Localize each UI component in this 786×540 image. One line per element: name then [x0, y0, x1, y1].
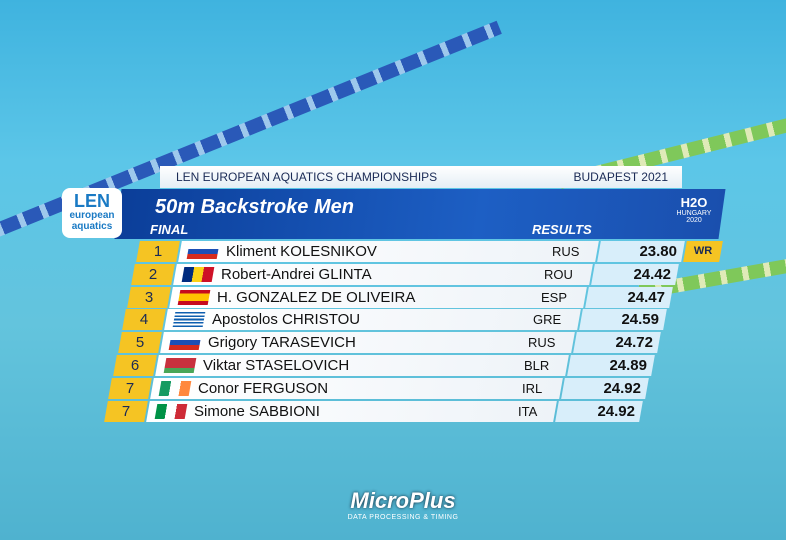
- result-row: 1 Kliment KOLESNIKOV RUS 23.80 WR: [136, 241, 723, 262]
- athlete-name: Simone SABBIONI: [193, 402, 320, 420]
- badge-country: HUNGARY: [676, 210, 712, 217]
- time: 24.42: [633, 265, 671, 283]
- nation: GRE: [532, 312, 561, 328]
- nation: BLR: [523, 358, 549, 373]
- time-cell: 23.80: [597, 241, 685, 262]
- rank: 7: [108, 377, 153, 399]
- flag: [163, 358, 197, 373]
- rank-text: 1: [153, 243, 163, 260]
- athlete-name: Grigory TARASEVICH: [207, 334, 356, 352]
- header-strip: LEN EUROPEAN AQUATICS CHAMPIONSHIPS BUDA…: [160, 166, 682, 188]
- result-row: 4 Apostolos CHRISTOU GRE 24.59: [122, 309, 667, 331]
- time: 24.92: [597, 402, 635, 420]
- sponsor: MicroPlus DATA PROCESSING & TIMING: [338, 488, 468, 521]
- result-row: 6 Viktar STASELOVICH BLR 24.89: [113, 355, 655, 376]
- time-cell: 24.92: [555, 400, 643, 422]
- logo: LEN european aquatics: [62, 188, 122, 238]
- flag: [159, 380, 192, 396]
- race-title: 50m Backstroke Men: [155, 196, 354, 218]
- time: 24.72: [615, 334, 653, 352]
- rank-text: 2: [149, 265, 158, 283]
- logo-sub: european: [69, 210, 115, 221]
- athlete-cell: Conor FERGUSON IRL: [150, 377, 563, 399]
- athlete-name: H. GONZALEZ DE OLIVEIRA: [216, 288, 416, 306]
- nation: ESP: [540, 289, 567, 305]
- logo-sub: aquatics: [71, 221, 113, 232]
- rank-text: 5: [135, 334, 144, 352]
- nation: IRL: [522, 380, 543, 396]
- flag: [186, 244, 220, 259]
- nation: ROU: [544, 266, 573, 282]
- athlete-cell: Robert-Andrei GLINTA ROU: [173, 263, 593, 285]
- time: 23.80: [639, 243, 677, 260]
- result-row: 5 Grigory TARASEVICH RUS 24.72: [117, 332, 661, 354]
- location: BUDAPEST 2021: [573, 170, 669, 184]
- rank: 7: [103, 400, 148, 422]
- flag: [168, 335, 201, 351]
- time: 24.47: [627, 288, 665, 306]
- nation: RUS: [527, 335, 555, 351]
- athlete-cell: Simone SABBIONI ITA: [145, 400, 557, 422]
- time-cell: 24.89: [567, 355, 655, 376]
- athlete-name: Apostolos CHRISTOU: [212, 311, 361, 329]
- results-label: RESULTS: [532, 222, 592, 237]
- time: 24.92: [603, 379, 641, 397]
- result-row: 7 Conor FERGUSON IRL 24.92: [108, 377, 649, 399]
- rank: 6: [113, 355, 157, 376]
- flag: [172, 312, 206, 328]
- logo-main: LEN: [74, 191, 110, 211]
- rank: 2: [131, 263, 176, 285]
- athlete-cell: Apostolos CHRISTOU GRE: [164, 309, 581, 331]
- result-row: 3 H. GONZALEZ DE OLIVEIRA ESP 24.47: [126, 286, 673, 308]
- athlete-name: Kliment KOLESNIKOV: [226, 243, 377, 260]
- badge-title: H2O: [680, 195, 708, 210]
- badge-year: 2020: [686, 217, 702, 224]
- rank-text: 6: [130, 357, 140, 374]
- record-cell: WR: [683, 241, 723, 262]
- time-cell: 24.72: [573, 332, 661, 354]
- rank: 3: [126, 286, 171, 308]
- rank: 1: [136, 241, 180, 262]
- rank: 4: [122, 309, 167, 331]
- rank-text: 3: [144, 288, 153, 306]
- rank-text: 7: [126, 379, 135, 397]
- sponsor-tagline: DATA PROCESSING & TIMING: [347, 514, 459, 521]
- event-name: LEN EUROPEAN AQUATICS CHAMPIONSHIPS: [176, 170, 438, 184]
- stage: FINAL: [150, 222, 189, 237]
- athlete-name: Conor FERGUSON: [198, 379, 329, 397]
- record: WR: [693, 245, 713, 257]
- athlete-cell: Kliment KOLESNIKOV RUS: [178, 241, 599, 262]
- rank-text: 7: [121, 402, 130, 420]
- athlete-cell: Grigory TARASEVICH RUS: [159, 332, 575, 354]
- flag: [154, 403, 188, 419]
- rank-text: 4: [140, 311, 149, 329]
- athlete-cell: H. GONZALEZ DE OLIVEIRA ESP: [168, 286, 587, 308]
- time-cell: 24.42: [591, 263, 679, 285]
- time-cell: 24.59: [579, 309, 667, 331]
- flag: [182, 266, 215, 282]
- time-cell: 24.92: [561, 377, 649, 399]
- time-cell: 24.47: [585, 286, 673, 308]
- nation: RUS: [551, 244, 579, 259]
- time: 24.89: [609, 357, 647, 374]
- sponsor-name: MicroPlus: [350, 488, 456, 513]
- athlete-cell: Viktar STASELOVICH BLR: [155, 355, 569, 376]
- result-row: 7 Simone SABBIONI ITA 24.92: [103, 400, 643, 422]
- flag: [177, 289, 211, 305]
- rank: 5: [117, 332, 162, 354]
- result-row: 2 Robert-Andrei GLINTA ROU 24.42: [131, 263, 679, 285]
- athlete-name: Viktar STASELOVICH: [203, 357, 350, 374]
- athlete-name: Robert-Andrei GLINTA: [221, 265, 372, 283]
- badge: H2O HUNGARY 2020: [672, 195, 716, 231]
- time: 24.59: [621, 311, 659, 329]
- nation: ITA: [517, 403, 537, 419]
